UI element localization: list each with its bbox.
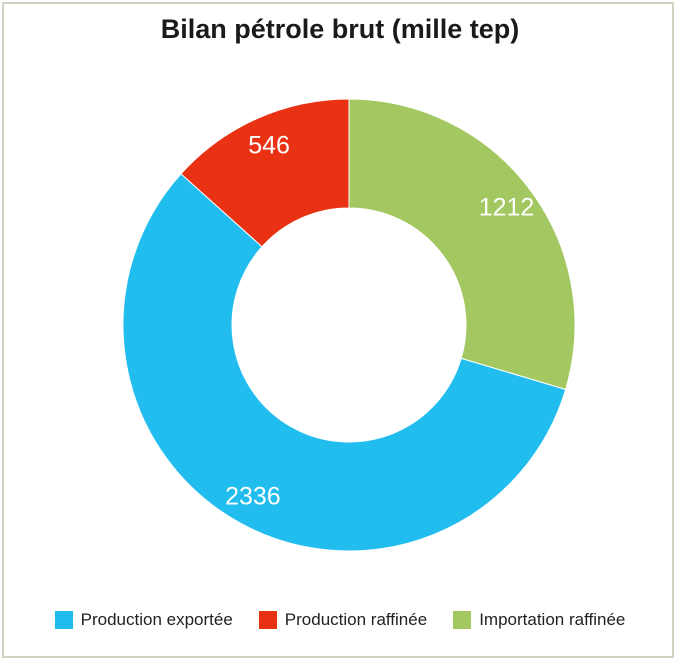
donut-chart: 1212 2336 546 xyxy=(122,98,576,552)
legend: Production exportée Production raffinée … xyxy=(0,610,680,630)
donut-slice-1 xyxy=(122,173,567,552)
legend-swatch xyxy=(453,611,472,629)
slice-value-label: 546 xyxy=(248,131,290,159)
legend-swatch xyxy=(54,611,73,629)
chart-frame xyxy=(2,2,674,658)
legend-label: Production exportée xyxy=(80,610,233,629)
donut-slice-0 xyxy=(348,98,576,391)
legend-swatch xyxy=(258,611,277,629)
legend-item-importation-raffinee: Importation raffinée xyxy=(453,610,625,630)
legend-label: Importation raffinée xyxy=(479,610,626,629)
legend-item-production-exportee: Production exportée xyxy=(54,610,233,630)
slice-value-label: 2336 xyxy=(225,482,281,510)
chart-title: Bilan pétrole brut (mille tep) xyxy=(160,14,520,44)
donut-slice-2 xyxy=(180,98,350,248)
legend-label: Production raffinée xyxy=(284,610,428,629)
legend-item-production-raffinee: Production raffinée xyxy=(258,610,428,630)
slice-value-label: 1212 xyxy=(479,194,535,222)
